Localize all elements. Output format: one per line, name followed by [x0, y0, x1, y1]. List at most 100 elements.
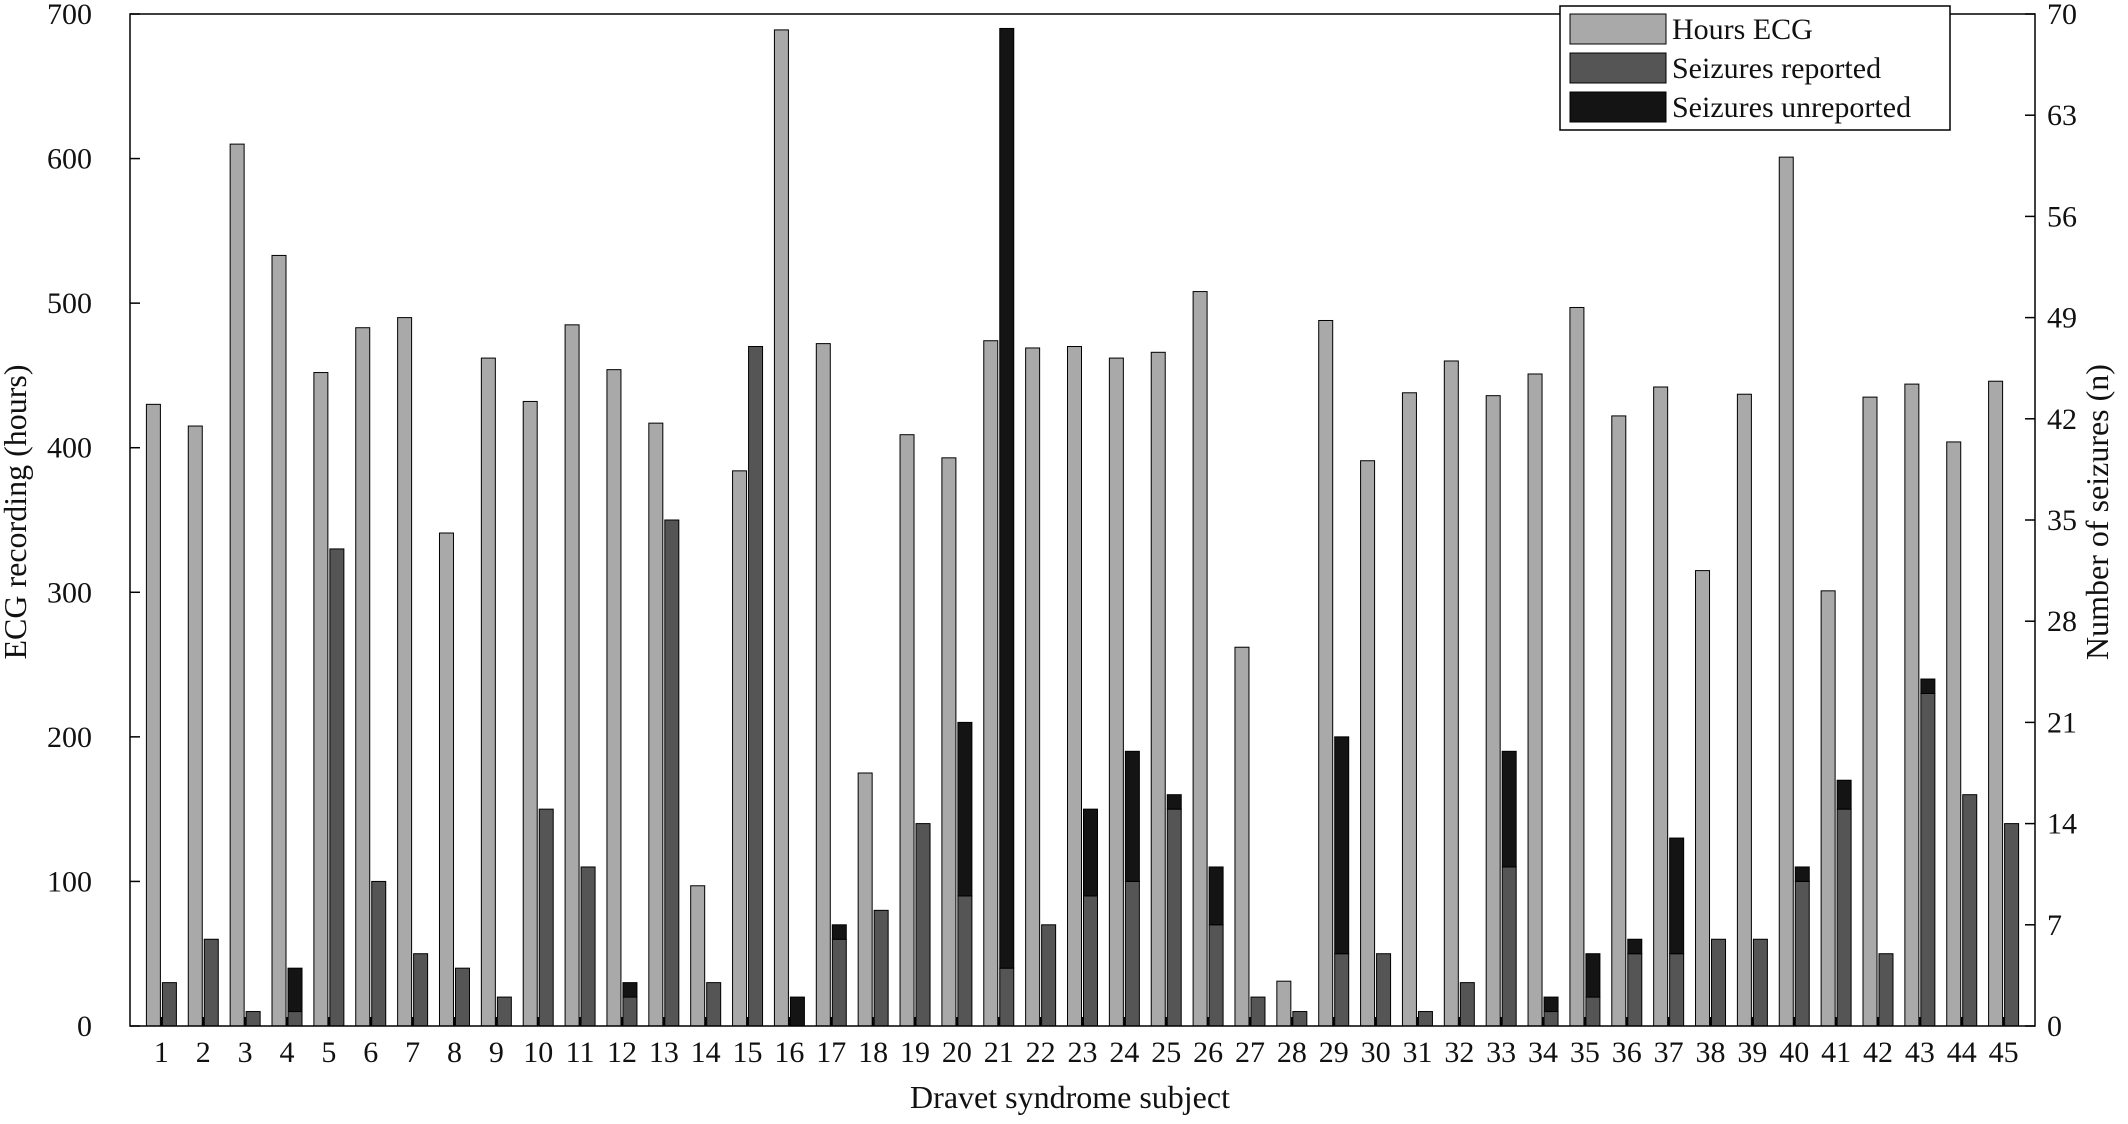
bar-seizures-unreported-4 — [287, 967, 303, 1013]
bar-hours-ecg-24 — [1108, 357, 1124, 1027]
bar-seizures-unreported-29 — [1334, 736, 1350, 955]
x-tick-label: 4 — [280, 1036, 295, 1069]
bar-seizures-reported-25 — [1166, 808, 1182, 1027]
x-tick-label: 10 — [523, 1036, 553, 1069]
bar-seizures-reported-1 — [161, 982, 177, 1027]
bar-seizures-unreported-17 — [831, 924, 847, 940]
legend: Hours ECG Seizures reported Seizures unrep… — [1559, 5, 1951, 131]
bar-seizures-reported-2 — [203, 938, 219, 1027]
bar-hours-ecg-45 — [1988, 380, 2004, 1027]
x-tick-label: 15 — [733, 1036, 763, 1069]
legend-swatch — [1569, 52, 1667, 84]
x-tick-label: 40 — [1779, 1036, 1809, 1069]
bar-hours-ecg-8 — [438, 532, 454, 1027]
bar-hours-ecg-16 — [773, 29, 789, 1027]
bar-hours-ecg-14 — [690, 885, 706, 1027]
bar-seizures-unreported-36 — [1627, 938, 1643, 955]
left-y-tick-label: 0 — [77, 1010, 92, 1043]
x-tick-label: 35 — [1570, 1036, 1600, 1069]
x-tick-label: 33 — [1486, 1036, 1516, 1069]
bar-seizures-reported-3 — [245, 1011, 261, 1027]
bar-seizures-reported-32 — [1459, 982, 1475, 1027]
bar-hours-ecg-1 — [145, 403, 161, 1027]
legend-swatch — [1569, 13, 1667, 45]
x-tick-label: 24 — [1109, 1036, 1139, 1069]
x-tick-label: 20 — [942, 1036, 972, 1069]
x-tick-label: 6 — [363, 1036, 378, 1069]
bar-hours-ecg-44 — [1946, 441, 1962, 1027]
bar-seizures-reported-22 — [1041, 924, 1057, 1027]
right-y-tick-label: 14 — [2047, 808, 2077, 841]
x-tick-label: 21 — [984, 1036, 1014, 1069]
right-y-tick-label: 7 — [2047, 909, 2062, 942]
bars-layer — [145, 27, 2020, 1027]
bar-hours-ecg-35 — [1569, 306, 1585, 1027]
left-y-tick-label: 300 — [47, 576, 92, 609]
bar-seizures-unreported-24 — [1124, 750, 1140, 882]
x-tick-label: 1 — [154, 1036, 169, 1069]
x-tick-label: 3 — [238, 1036, 253, 1069]
right-y-tick-label: 56 — [2047, 200, 2077, 233]
x-tick-label: 16 — [774, 1036, 804, 1069]
legend-label: Seizures unreported — [1672, 91, 1911, 124]
bar-hours-ecg-5 — [313, 372, 329, 1027]
right-y-tick-label: 49 — [2047, 302, 2077, 335]
x-axis-title: Dravet syndrome subject — [910, 1079, 1230, 1115]
bar-hours-ecg-36 — [1611, 415, 1627, 1027]
bar-seizures-reported-21 — [999, 967, 1015, 1027]
x-tick-label: 23 — [1068, 1036, 1098, 1069]
bar-hours-ecg-9 — [480, 357, 496, 1027]
bar-hours-ecg-39 — [1736, 393, 1752, 1027]
bar-seizures-reported-43 — [1920, 692, 1936, 1027]
x-tick-label: 27 — [1235, 1036, 1265, 1069]
bar-seizures-reported-11 — [580, 866, 596, 1027]
bar-seizures-unreported-23 — [1083, 808, 1098, 897]
right-y-tick-label: 28 — [2047, 605, 2077, 638]
bar-seizures-reported-15 — [748, 346, 764, 1027]
bar-seizures-unreported-35 — [1585, 953, 1601, 998]
bar-seizures-unreported-21 — [999, 27, 1015, 969]
bar-hours-ecg-2 — [187, 425, 203, 1027]
left-y-tick-label: 500 — [47, 287, 92, 320]
right-y-tick-label: 21 — [2047, 706, 2077, 739]
bar-seizures-unreported-33 — [1501, 750, 1517, 868]
bar-seizures-reported-9 — [496, 996, 512, 1027]
bar-seizures-reported-33 — [1501, 866, 1517, 1027]
x-tick-label: 43 — [1905, 1036, 1935, 1069]
bar-seizures-reported-20 — [957, 895, 973, 1027]
x-tick-label: 9 — [489, 1036, 504, 1069]
bar-hours-ecg-19 — [899, 434, 915, 1027]
bar-seizures-reported-35 — [1585, 996, 1601, 1027]
bar-seizures-reported-30 — [1376, 953, 1392, 1027]
x-tick-label: 29 — [1319, 1036, 1349, 1069]
left-y-tick-label: 400 — [47, 432, 92, 465]
bar-hours-ecg-13 — [648, 422, 664, 1027]
bar-hours-ecg-26 — [1192, 291, 1208, 1027]
x-tick-label: 11 — [566, 1036, 595, 1069]
x-tick-label: 2 — [196, 1036, 211, 1069]
bar-seizures-reported-44 — [1962, 794, 1978, 1027]
bar-seizures-reported-6 — [371, 880, 387, 1027]
bar-seizures-reported-40 — [1794, 880, 1810, 1027]
x-tick-label: 36 — [1612, 1036, 1642, 1069]
bar-hours-ecg-34 — [1527, 373, 1543, 1027]
x-tick-label: 25 — [1151, 1036, 1181, 1069]
bar-seizures-reported-17 — [831, 938, 847, 1027]
left-y-tick-label: 100 — [47, 865, 92, 898]
bar-seizures-reported-5 — [329, 548, 345, 1027]
axes-layer: 1 2 3 4 5 6 7 8 9 10 11 12 13 14 15 16 17 18 19 20 21 22 23 24 2… — [47, 0, 2077, 1069]
x-tick-label: 45 — [1989, 1036, 2019, 1069]
bar-seizures-reported-12 — [622, 996, 638, 1027]
bar-seizures-unreported-16 — [789, 996, 805, 1027]
bar-seizures-reported-42 — [1878, 953, 1894, 1027]
x-tick-label: 44 — [1947, 1036, 1977, 1069]
bar-seizures-unreported-12 — [622, 982, 638, 998]
x-tick-label: 26 — [1193, 1036, 1223, 1069]
x-tick-label: 41 — [1821, 1036, 1851, 1069]
x-tick-label: 12 — [607, 1036, 637, 1069]
x-tick-label: 7 — [405, 1036, 420, 1069]
x-tick-label: 17 — [816, 1036, 846, 1069]
bar-hours-ecg-28 — [1276, 980, 1292, 1027]
x-tick-label: 30 — [1361, 1036, 1391, 1069]
